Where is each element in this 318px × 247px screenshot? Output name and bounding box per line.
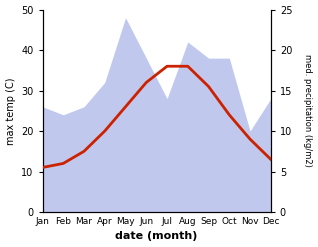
Y-axis label: med. precipitation (kg/m2): med. precipitation (kg/m2) [303,54,313,167]
Y-axis label: max temp (C): max temp (C) [5,77,16,144]
X-axis label: date (month): date (month) [115,231,198,242]
